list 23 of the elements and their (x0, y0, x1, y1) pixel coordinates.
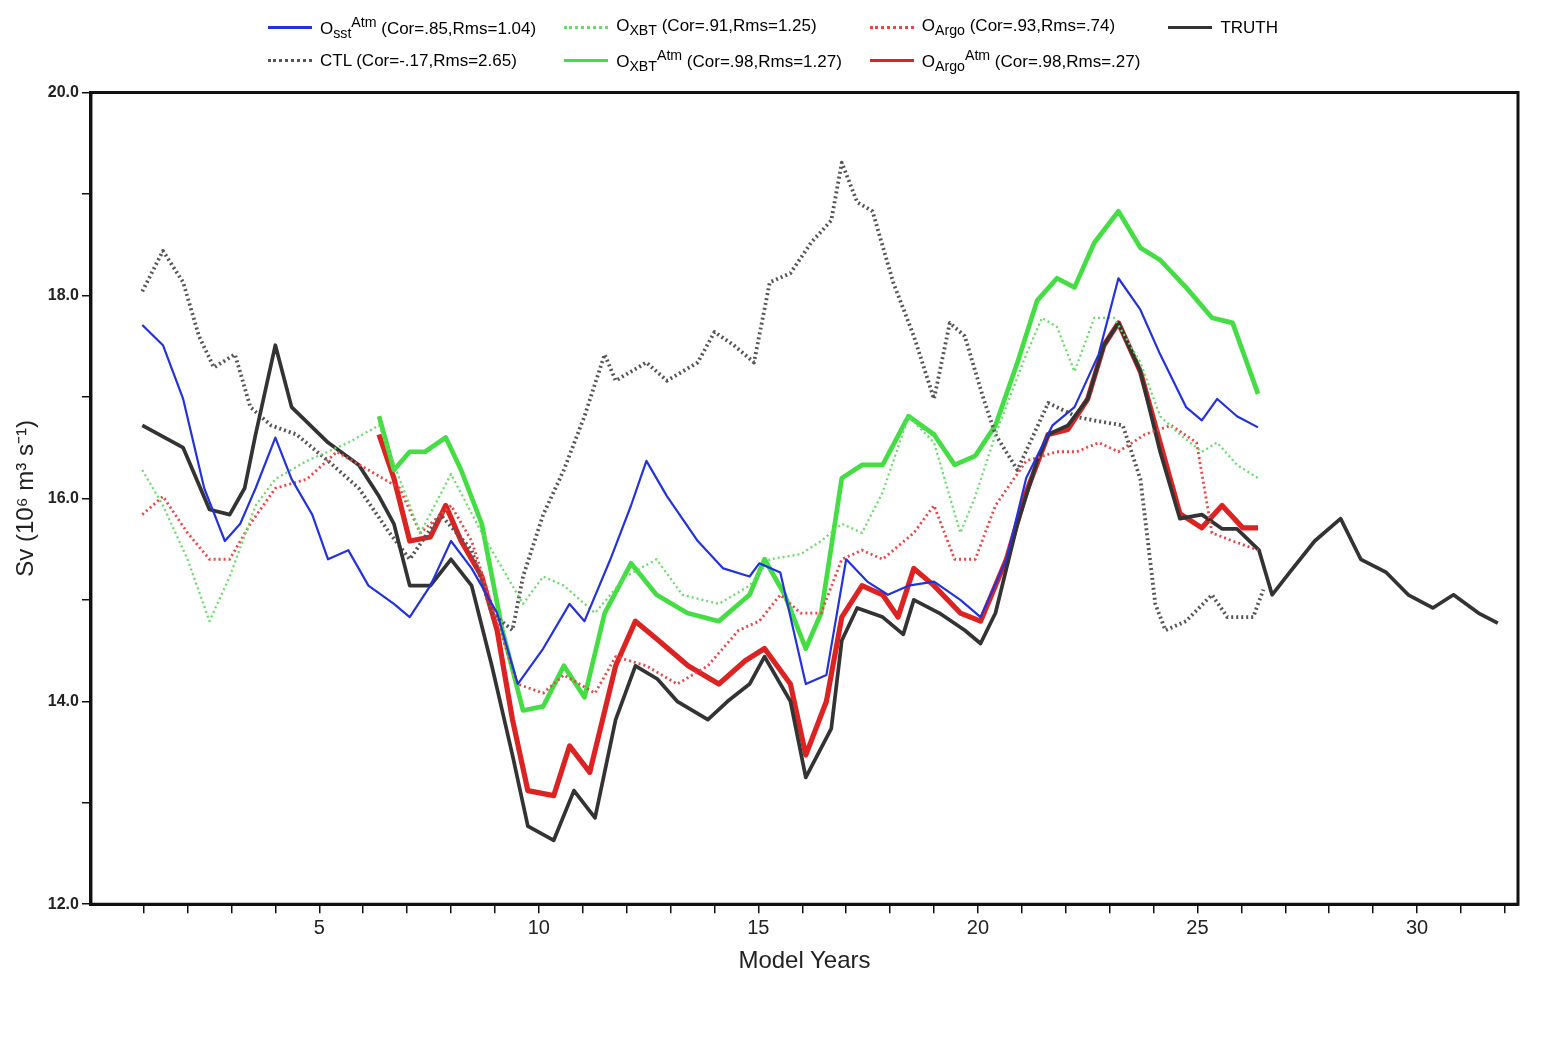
y-tick-label: 18.0 (47, 286, 80, 303)
x-tick-label: 20 (966, 915, 990, 938)
y-tick-label: 14.0 (47, 691, 80, 709)
line-series (141, 316, 1260, 623)
y-axis-title: Sv (10⁶ m³ s⁻¹) (11, 420, 39, 577)
y-tick-label: 12.0 (47, 894, 80, 912)
y-tick-label: 20.0 (47, 83, 80, 101)
legend-label: TRUTH (1220, 17, 1278, 38)
x-tick-label: 5 (313, 915, 325, 938)
x-tick-label: 15 (747, 915, 770, 938)
line-series (140, 160, 1266, 633)
x-tick-label: 30 (1405, 915, 1429, 938)
legend-label: O$_{Argo}$$^{Atm}$ (Cor=.98,Rms=.27) (921, 47, 1141, 75)
x-axis-title: Model Years (738, 946, 871, 974)
legend-label: CTL (Cor=-.17,Rms=2.65) (320, 50, 517, 71)
line-series (140, 424, 1260, 695)
y-tick-label: 16.0 (47, 488, 80, 506)
x-tick-label: 10 (527, 915, 550, 938)
legend-label: O$_{XBT}$$^{Atm}$ (Cor=.98,Rms=1.27) (616, 47, 842, 75)
legend-label: O$_{Argo}$ (Cor=.93,Rms=.74) (921, 16, 1116, 39)
x-tick-label: 25 (1186, 915, 1209, 938)
legend-label: O$_{XBT}$ (Cor=.91,Rms=1.25) (616, 16, 817, 39)
legend-label: O$_{sst}$$^{Atm}$ (Cor=.85,Rms=1.04) (320, 14, 537, 42)
